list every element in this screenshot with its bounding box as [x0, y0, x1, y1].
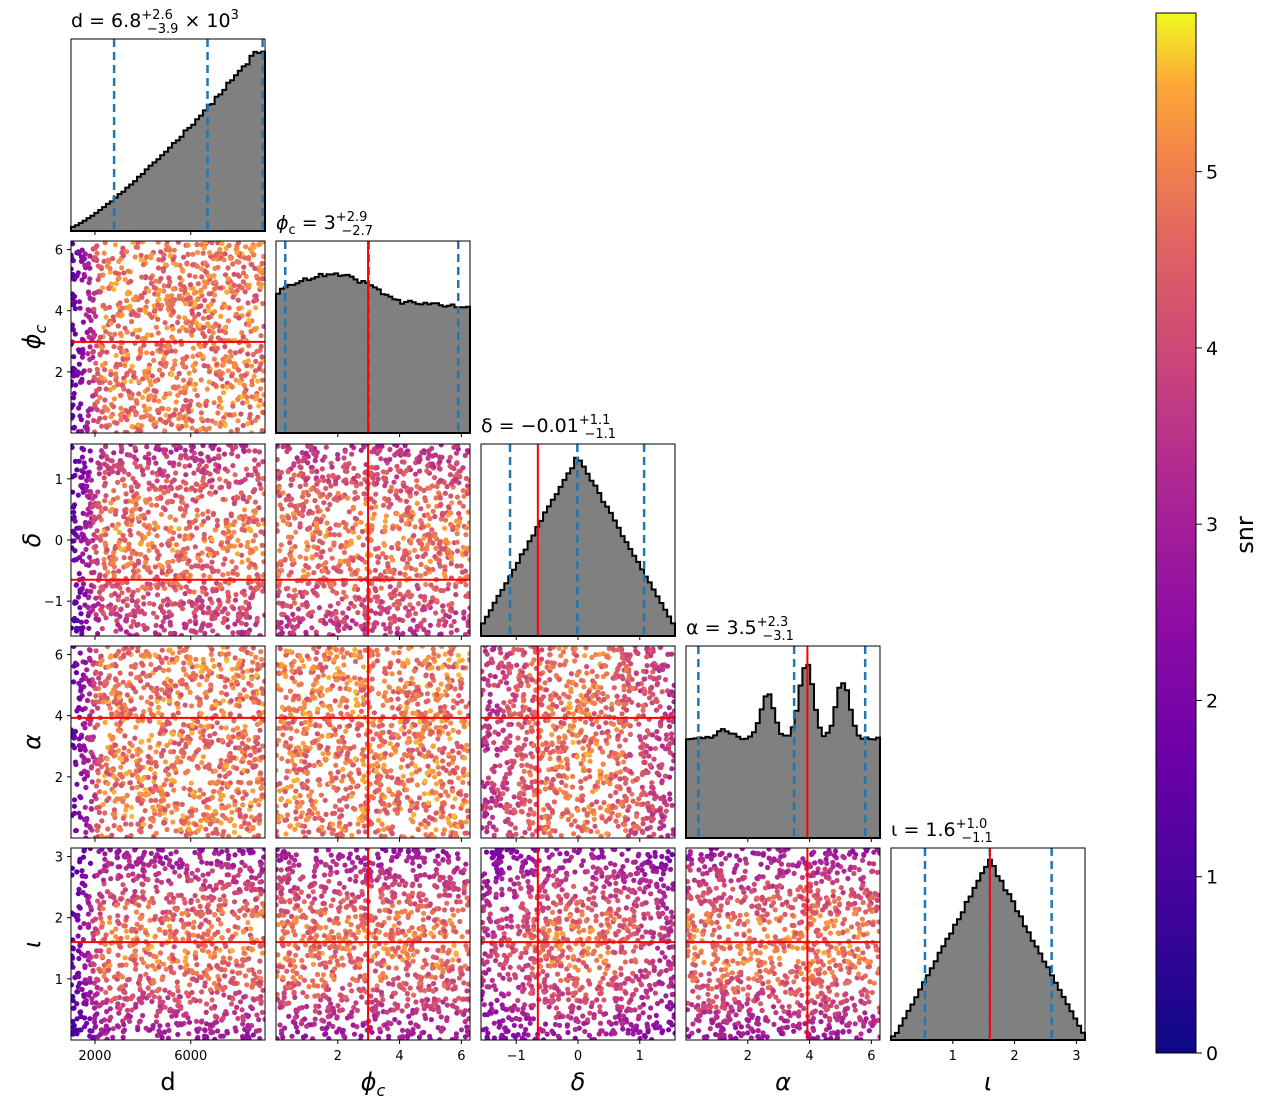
scatter-points-phi_c-delta [276, 444, 470, 636]
histogram-phi_c [275, 272, 471, 434]
panel-frame-d-d [70, 38, 266, 232]
panel-delta-iota: −1 0 1 [480, 847, 676, 1064]
panel-d-alpha: 2 4 6 [55, 645, 266, 842]
panel-frame-phi_c-phi_c [275, 240, 471, 434]
xtick-label-delta-0: −1 [507, 1049, 526, 1064]
xtick-label-phi_c-2: 6 [457, 1049, 465, 1064]
scatter-points-phi_c-alpha [276, 646, 470, 838]
xtick-label-iota-2: 3 [1072, 1049, 1080, 1064]
histogram-iota [890, 858, 1086, 1041]
histogram-alpha [685, 663, 881, 839]
panel-delta-alpha [480, 645, 676, 842]
colorbar-tick-label-5: 5 [1206, 162, 1218, 184]
ytick-label-alpha-2: 6 [55, 649, 63, 664]
xtick-label-delta-2: 1 [636, 1049, 644, 1064]
ytick-label-iota-1: 2 [55, 912, 63, 927]
xlabel-iota: ι [984, 1068, 992, 1096]
xtick-label-d-0: 2000 [78, 1049, 111, 1064]
colorbar-tick-label-4: 4 [1206, 338, 1218, 360]
ytick-label-iota-0: 1 [55, 973, 63, 988]
title-iota: ι = 1.6+1.0 −1.1 [891, 817, 993, 846]
panel-d-d: d = 6.8+2.6 −3.9 × 103 [70, 8, 266, 235]
ytick-label-iota-2: 3 [55, 851, 63, 866]
xtick-label-delta-1: 0 [574, 1049, 582, 1064]
ytick-label-alpha-1: 4 [55, 710, 63, 725]
title-delta: δ = −0.01+1.1 −1.1 [481, 413, 616, 442]
scatter-points-d-delta [71, 444, 265, 636]
panel-d-phi_c: 2 4 6 [55, 240, 266, 437]
xtick-label-phi_c-1: 4 [395, 1049, 403, 1064]
panels-layer: d = 6.8+2.6 −3.9 × 103 2 4 6 ϕc = 3+2.9 −2.7 −1… [18, 8, 1086, 1100]
xlabel-alpha: α [775, 1068, 791, 1096]
xlabel-phi_c: ϕc [361, 1068, 386, 1100]
ylabel-delta: δ [18, 533, 46, 548]
panel-frame-iota-iota [890, 847, 1086, 1041]
scatter-points-alpha-iota [686, 848, 880, 1040]
panel-phi_c-delta [275, 443, 471, 640]
colorbar-tick-label-2: 2 [1206, 690, 1218, 712]
panel-alpha-iota: 2 4 6 [685, 847, 881, 1064]
ylabel-phi_c: ϕc [18, 324, 50, 349]
ylabel-iota: ι [18, 940, 46, 948]
panel-delta-delta: δ = −0.01+1.1 −1.1 [480, 413, 676, 640]
scatter-points-d-iota [71, 848, 265, 1040]
histogram-d [70, 50, 266, 232]
ytick-label-delta-0: −1 [44, 595, 63, 610]
panel-frame-alpha-iota [685, 847, 881, 1041]
xtick-label-alpha-0: 2 [744, 1049, 752, 1064]
xlabel-d: d [160, 1068, 175, 1096]
colorbar-label: snr [1231, 516, 1259, 554]
ytick-label-delta-1: 0 [55, 534, 63, 549]
panel-frame-d-iota [70, 847, 266, 1041]
colorbar-tick-label-3: 3 [1206, 514, 1218, 536]
colorbar-gradient [1155, 12, 1197, 1054]
ytick-label-delta-2: 1 [55, 473, 63, 488]
panel-frame-d-alpha [70, 645, 266, 839]
ytick-label-phi_c-2: 6 [55, 244, 63, 259]
scatter-points-d-phi_c [71, 241, 265, 433]
xtick-label-iota-1: 2 [1010, 1049, 1018, 1064]
panel-frame-phi_c-alpha [275, 645, 471, 839]
panel-frame-alpha-alpha [685, 645, 881, 839]
panel-frame-d-phi_c [70, 240, 266, 434]
xlabel-delta: δ [571, 1068, 586, 1096]
scatter-points-d-alpha [71, 646, 265, 838]
panel-iota-iota: ι = 1.6+1.0 −1.1 1 2 3 [890, 817, 1086, 1064]
scatter-points-delta-iota [481, 848, 675, 1040]
xtick-label-d-1: 6000 [174, 1049, 207, 1064]
xtick-label-iota-0: 1 [949, 1049, 957, 1064]
ylabel-alpha: α [18, 734, 46, 750]
panel-d-iota: 2000 6000 1 2 3 [55, 847, 266, 1064]
panel-phi_c-alpha [275, 645, 471, 842]
panel-frame-phi_c-delta [275, 443, 471, 637]
scatter-points-phi_c-iota [276, 848, 470, 1040]
panel-d-delta: −1 0 1 [44, 443, 266, 640]
colorbar-tick-label-1: 1 [1206, 867, 1218, 889]
ytick-label-phi_c-0: 2 [55, 366, 63, 381]
snr-colorbar: 0 1 2 3 4 5 snr [1155, 12, 1259, 1065]
title-alpha: α = 3.5+2.3 −3.1 [686, 615, 794, 644]
colorbar-tick-label-0: 0 [1206, 1043, 1218, 1065]
panel-phi_c-phi_c: ϕc = 3+2.9 −2.7 [275, 210, 471, 437]
scatter-points-delta-alpha [481, 646, 675, 838]
title-phi_c: ϕc = 3+2.9 −2.7 [276, 210, 373, 239]
panel-alpha-alpha: α = 3.5+2.3 −3.1 [685, 615, 881, 842]
panel-phi_c-iota: 2 4 6 [275, 847, 471, 1064]
panel-frame-phi_c-iota [275, 847, 471, 1041]
xtick-label-alpha-2: 6 [867, 1049, 875, 1064]
xtick-label-phi_c-0: 2 [334, 1049, 342, 1064]
ytick-label-alpha-0: 2 [55, 771, 63, 786]
ytick-label-phi_c-1: 4 [55, 305, 63, 320]
title-d: d = 6.8+2.6 −3.9 × 103 [71, 8, 239, 37]
xtick-label-alpha-1: 4 [805, 1049, 813, 1064]
